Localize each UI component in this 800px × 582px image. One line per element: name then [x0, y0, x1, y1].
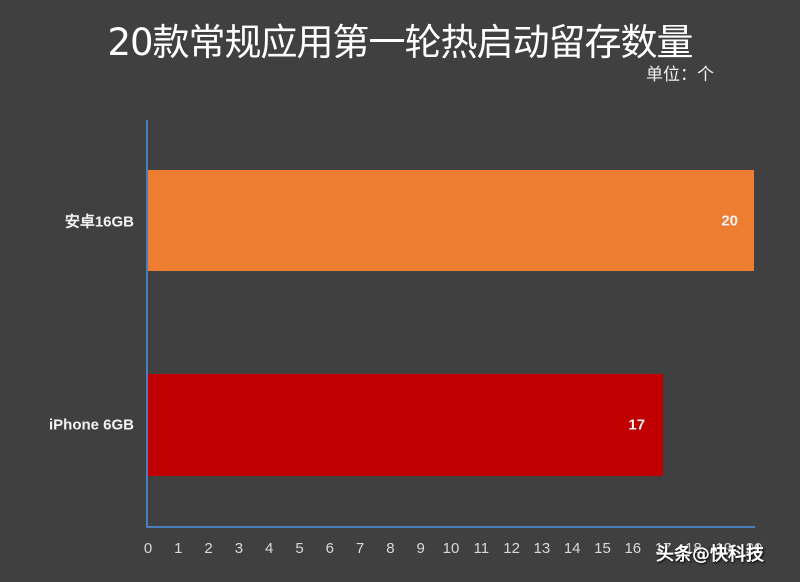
data-label-iphone: 17 — [628, 416, 646, 434]
category-label-android: 安卓16GB — [64, 213, 134, 231]
y-axis-line — [146, 120, 148, 528]
x-tick-label: 10 — [442, 540, 460, 557]
x-tick-label: 7 — [355, 540, 365, 557]
chart-title: 20款常规应用第一轮热启动留存数量 — [107, 21, 693, 64]
watermark: 头条@快科技 — [656, 544, 764, 565]
x-tick-label: 14 — [563, 540, 581, 557]
bar-android: 20 — [148, 170, 754, 271]
x-tick-label: 19 — [715, 540, 733, 557]
x-tick-label: 15 — [594, 540, 611, 557]
x-tick-label: 20 — [745, 540, 763, 557]
x-tick-label: 18 — [685, 540, 702, 557]
x-tick-label: 16 — [624, 540, 642, 557]
bar-iphone: 17 — [148, 374, 664, 476]
data-label-android: 20 — [721, 212, 738, 229]
x-tick-label: 8 — [386, 540, 395, 557]
x-axis-line — [146, 526, 755, 528]
x-tick-label: 5 — [295, 540, 304, 557]
x-tick-label: 6 — [325, 540, 334, 557]
x-tick-label: 12 — [503, 540, 520, 557]
unit-label: 单位：个 — [646, 65, 714, 85]
x-tick-label: 4 — [265, 540, 274, 557]
x-tick-label: 0 — [143, 540, 153, 557]
x-tick-label: 3 — [234, 540, 244, 557]
x-tick-label: 11 — [473, 540, 490, 557]
x-tick-label: 17 — [654, 540, 672, 557]
x-tick-label: 1 — [174, 540, 183, 557]
x-tick-label: 9 — [416, 540, 425, 557]
category-label-iphone: iPhone 6GB — [48, 416, 134, 434]
x-tick-label: 2 — [204, 540, 213, 557]
x-tick-label: 13 — [533, 540, 551, 557]
